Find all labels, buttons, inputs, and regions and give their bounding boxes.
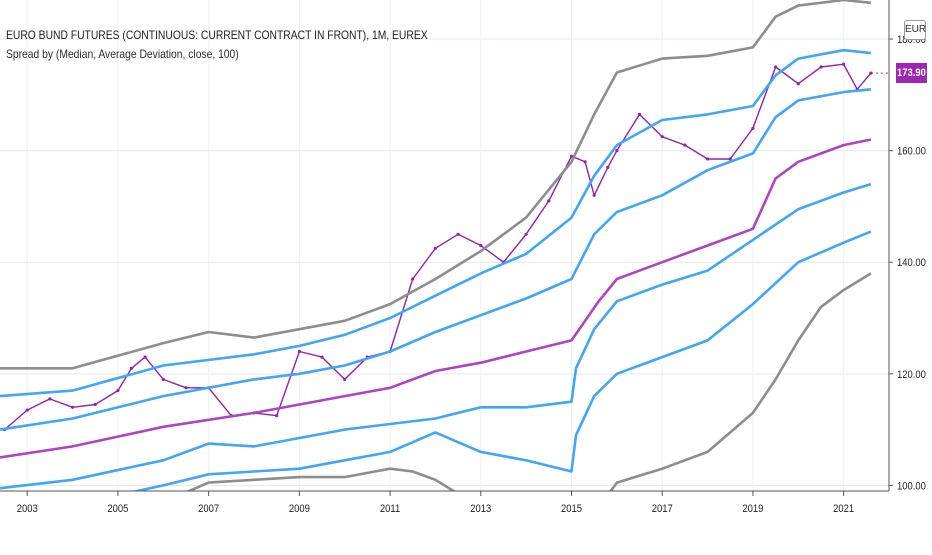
price-point <box>143 355 147 359</box>
currency-button[interactable]: EUR <box>904 20 926 40</box>
series-lower-band-2 <box>131 230 872 491</box>
price-point <box>774 65 778 69</box>
price-point <box>796 82 800 86</box>
x-tick-label: 2005 <box>107 503 128 515</box>
price-point <box>456 232 460 236</box>
y-tick-label: 100.00 <box>897 481 926 493</box>
series-upper-band-2 <box>0 48 872 398</box>
series-lower-band-1 <box>0 182 872 490</box>
price-point <box>184 386 188 390</box>
price-point <box>161 377 165 381</box>
price-point <box>660 135 664 139</box>
chart-title: EURO BUND FUTURES (CONTINUOUS: CURRENT C… <box>6 28 428 42</box>
series-upper-band-1 <box>0 88 872 431</box>
x-tick-label: 2013 <box>470 503 491 515</box>
price-point <box>297 349 301 354</box>
y-tick-label: 120.00 <box>897 369 926 381</box>
y-tick-label: 180.00 <box>897 34 926 46</box>
price-point <box>275 414 279 418</box>
x-tick-label: 2019 <box>742 503 763 515</box>
last-price-badge: 173.90 <box>896 63 927 84</box>
price-point <box>48 397 52 401</box>
series-median <box>0 138 872 459</box>
x-tick-label: 2015 <box>561 503 582 515</box>
price-point <box>93 402 97 407</box>
x-tick-label: 2003 <box>17 503 38 515</box>
price-point <box>615 149 619 153</box>
x-tick-label: 2009 <box>289 503 310 515</box>
plot-series <box>0 0 873 491</box>
series-upper-band-3 <box>0 0 872 370</box>
x-tick-label: 2021 <box>833 503 854 515</box>
series-lower-band-3 <box>185 272 872 491</box>
price-point <box>606 165 610 169</box>
price-point <box>116 389 120 393</box>
x-tick-label: 2017 <box>652 503 673 515</box>
price-point <box>433 246 437 250</box>
price-point <box>583 160 587 164</box>
price-point <box>71 405 75 409</box>
indicator-label: Spread by (Median, Average Deviation, cl… <box>6 47 239 61</box>
price-point <box>547 199 551 203</box>
price-point <box>592 193 596 197</box>
axes: 100.00 120.00 140.00 160.00 180.00 2003 2005 20… <box>0 0 926 515</box>
price-point <box>129 366 134 370</box>
price-point <box>343 377 347 381</box>
price-point <box>706 157 710 161</box>
price-point <box>411 277 415 281</box>
price-point <box>25 408 29 412</box>
x-tick-label: 2007 <box>198 503 219 515</box>
y-tick-label: 140.00 <box>897 258 926 270</box>
price-point <box>524 232 528 236</box>
price-point <box>842 62 846 66</box>
grid <box>0 0 889 491</box>
x-tick-label: 2011 <box>380 503 401 515</box>
price-point <box>728 157 732 161</box>
price-point <box>320 355 324 359</box>
y-tick-label: 160.00 <box>897 146 926 158</box>
price-point <box>751 126 755 130</box>
price-point <box>683 143 687 147</box>
price-point <box>637 112 642 116</box>
price-point <box>479 243 483 248</box>
price-point <box>569 154 574 158</box>
price-point <box>819 65 823 69</box>
